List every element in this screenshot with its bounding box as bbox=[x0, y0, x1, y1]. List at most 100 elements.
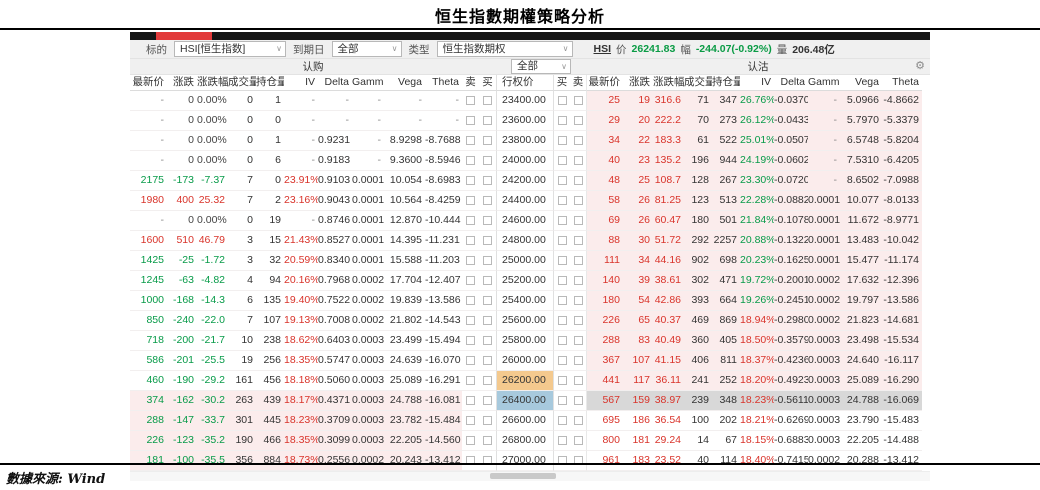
put-sell-checkbox[interactable] bbox=[570, 331, 586, 351]
put-sell-checkbox[interactable] bbox=[573, 176, 583, 185]
expiry-select[interactable]: 全部 ∨ bbox=[331, 41, 402, 57]
strike-cell[interactable]: 23800.00 bbox=[496, 131, 554, 151]
strike-cell[interactable]: 26800.00 bbox=[496, 431, 554, 451]
put-sell-checkbox[interactable] bbox=[570, 151, 586, 171]
call-sell-checkbox[interactable] bbox=[466, 116, 475, 125]
put-buy-checkbox[interactable] bbox=[554, 151, 570, 171]
call-buy-checkbox[interactable] bbox=[483, 356, 492, 365]
call-sell-checkbox[interactable] bbox=[462, 331, 479, 351]
put-sell-checkbox[interactable] bbox=[573, 436, 583, 445]
put-buy-checkbox[interactable] bbox=[554, 131, 570, 151]
put-sell-checkbox[interactable] bbox=[573, 256, 583, 265]
horizontal-scrollbar[interactable] bbox=[130, 471, 930, 481]
put-col-oi[interactable]: 持仓量 bbox=[712, 75, 740, 91]
hsi-link[interactable]: HSI bbox=[593, 43, 612, 55]
call-sell-checkbox[interactable] bbox=[466, 236, 475, 245]
put-buy-checkbox[interactable] bbox=[554, 111, 570, 131]
put-col-gamma[interactable]: Gamma bbox=[808, 75, 840, 91]
strike-cell[interactable]: 23600.00 bbox=[496, 111, 554, 131]
strike-cell[interactable]: 25400.00 bbox=[496, 291, 554, 311]
call-buy-checkbox[interactable] bbox=[479, 331, 496, 351]
call-sell-checkbox[interactable] bbox=[466, 336, 475, 345]
call-sell-checkbox[interactable] bbox=[462, 251, 479, 271]
target-select[interactable]: HSI[恒生指数] ∨ bbox=[174, 41, 286, 57]
call-sell-checkbox[interactable] bbox=[466, 396, 475, 405]
put-sell-checkbox[interactable] bbox=[570, 191, 586, 211]
call-buy-checkbox[interactable] bbox=[479, 171, 496, 191]
put-buy-checkbox[interactable] bbox=[554, 391, 570, 411]
strike-cell[interactable]: 25200.00 bbox=[496, 271, 554, 291]
strike-cell[interactable]: 25800.00 bbox=[496, 331, 554, 351]
put-buy-checkbox[interactable] bbox=[557, 136, 567, 145]
call-buy-checkbox[interactable] bbox=[483, 316, 492, 325]
call-sell-checkbox[interactable] bbox=[466, 196, 475, 205]
put-buy-checkbox[interactable] bbox=[554, 191, 570, 211]
put-buy-checkbox[interactable] bbox=[557, 256, 567, 265]
call-sell-checkbox[interactable] bbox=[462, 311, 479, 331]
put-sell-checkbox[interactable] bbox=[573, 336, 583, 345]
call-sell-checkbox[interactable] bbox=[462, 291, 479, 311]
call-buy-checkbox[interactable] bbox=[483, 336, 492, 345]
put-buy-checkbox[interactable] bbox=[557, 276, 567, 285]
put-sell-checkbox[interactable] bbox=[573, 416, 583, 425]
put-buy-checkbox[interactable] bbox=[557, 196, 567, 205]
put-buy-checkbox[interactable] bbox=[557, 416, 567, 425]
call-buy-checkbox[interactable] bbox=[483, 276, 492, 285]
call-buy-checkbox[interactable] bbox=[483, 236, 492, 245]
call-buy-checkbox[interactable] bbox=[483, 116, 492, 125]
call-buy-checkbox[interactable] bbox=[483, 216, 492, 225]
put-buy-checkbox[interactable] bbox=[557, 316, 567, 325]
call-sell-checkbox[interactable] bbox=[466, 96, 475, 105]
call-buy-checkbox[interactable] bbox=[483, 176, 492, 185]
call-sell-checkbox[interactable] bbox=[462, 211, 479, 231]
call-sell-checkbox[interactable] bbox=[462, 351, 479, 371]
put-col-iv[interactable]: IV bbox=[740, 75, 774, 91]
put-buy-checkbox[interactable] bbox=[554, 291, 570, 311]
strike-cell[interactable]: 24400.00 bbox=[496, 191, 554, 211]
put-sell-checkbox[interactable] bbox=[573, 196, 583, 205]
call-col-delta[interactable]: Delta bbox=[318, 75, 352, 91]
put-sell-checkbox[interactable] bbox=[573, 356, 583, 365]
call-col-chgpct[interactable]: 涨跌幅 bbox=[197, 75, 228, 91]
call-sell-checkbox[interactable] bbox=[466, 256, 475, 265]
put-buy-checkbox[interactable] bbox=[554, 371, 570, 391]
strike-cell[interactable]: 25600.00 bbox=[496, 311, 554, 331]
put-sell-checkbox[interactable] bbox=[570, 311, 586, 331]
put-sell-checkbox[interactable] bbox=[573, 316, 583, 325]
call-buy-checkbox[interactable] bbox=[479, 251, 496, 271]
call-col-vega[interactable]: Vega bbox=[384, 75, 425, 91]
call-buy-checkbox[interactable] bbox=[479, 411, 496, 431]
put-buy-checkbox[interactable] bbox=[557, 376, 567, 385]
call-col-oi[interactable]: 持仓量 bbox=[256, 75, 284, 91]
put-buy-checkbox[interactable] bbox=[557, 436, 567, 445]
put-col-chg[interactable]: 涨跌 bbox=[623, 75, 653, 91]
put-col-theta[interactable]: Theta bbox=[882, 75, 922, 91]
strike-cell[interactable]: 27000.00 bbox=[496, 451, 554, 471]
put-sell-checkbox[interactable] bbox=[570, 371, 586, 391]
put-buy-checkbox[interactable] bbox=[557, 296, 567, 305]
put-buy-checkbox[interactable] bbox=[557, 336, 567, 345]
strike-filter-select[interactable]: 全部 ∨ bbox=[511, 59, 571, 74]
call-buy-checkbox[interactable] bbox=[479, 211, 496, 231]
put-sell-checkbox[interactable] bbox=[570, 291, 586, 311]
put-buy-checkbox[interactable] bbox=[554, 451, 570, 471]
call-buy-checkbox[interactable] bbox=[483, 96, 492, 105]
put-sell-checkbox[interactable] bbox=[570, 111, 586, 131]
put-sell-checkbox[interactable] bbox=[573, 116, 583, 125]
put-col-vol[interactable]: 成交量 bbox=[684, 75, 712, 91]
call-sell-checkbox[interactable] bbox=[462, 391, 479, 411]
call-buy-checkbox[interactable] bbox=[483, 396, 492, 405]
put-sell-checkbox[interactable] bbox=[570, 451, 586, 471]
put-buy-checkbox[interactable] bbox=[557, 116, 567, 125]
call-sell-checkbox[interactable] bbox=[466, 316, 475, 325]
put-buy-checkbox[interactable] bbox=[557, 176, 567, 185]
strike-cell[interactable]: 26200.00 bbox=[496, 371, 554, 391]
put-buy-checkbox[interactable] bbox=[557, 356, 567, 365]
put-buy-checkbox[interactable] bbox=[554, 271, 570, 291]
strike-cell[interactable]: 23400.00 bbox=[496, 91, 554, 111]
call-buy-checkbox[interactable] bbox=[479, 91, 496, 111]
call-buy-checkbox[interactable] bbox=[483, 156, 492, 165]
call-buy-checkbox[interactable] bbox=[483, 256, 492, 265]
put-sell-checkbox[interactable] bbox=[570, 131, 586, 151]
call-buy-checkbox[interactable] bbox=[483, 196, 492, 205]
